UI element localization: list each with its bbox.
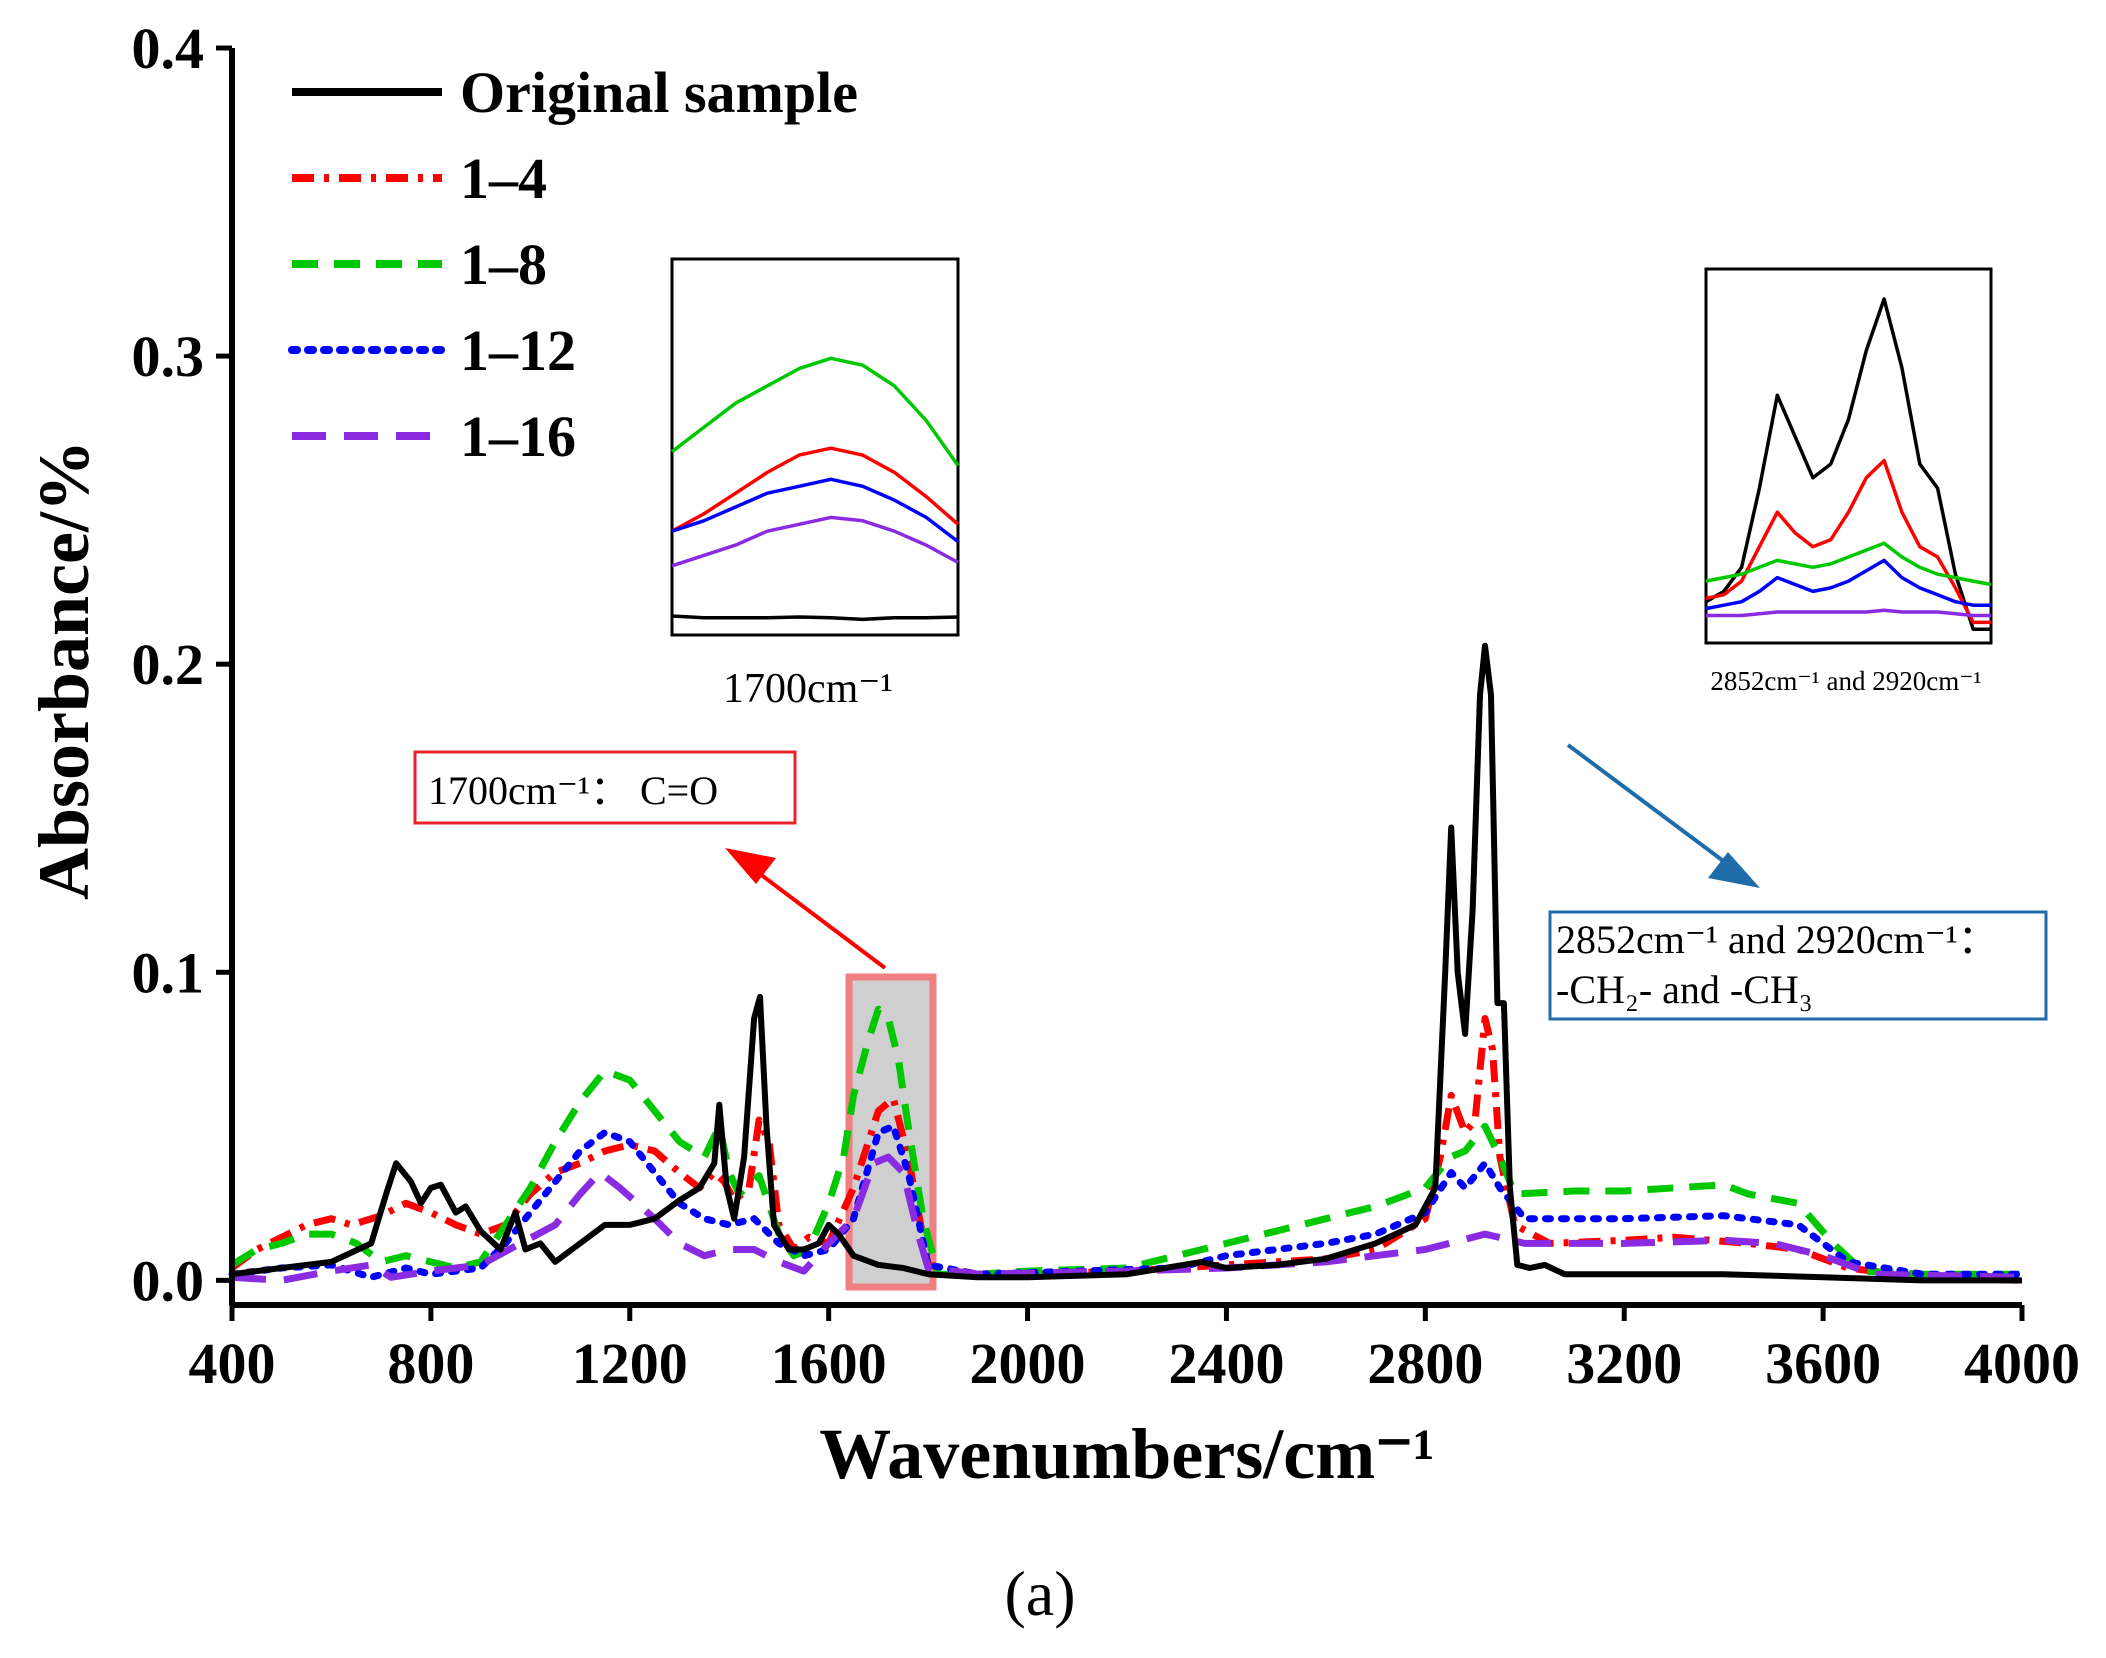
legend-label: Original sample — [460, 60, 858, 125]
y-tick-label: 0.2 — [132, 632, 205, 697]
inset-line — [1705, 541, 1992, 587]
inset-1700-lines — [670, 356, 960, 622]
y-tick-label: 0.0 — [132, 1248, 205, 1313]
annotation-ch-line2: -CH₂- and -CH₃ — [1556, 967, 1813, 1012]
legend-label: 1–8 — [460, 232, 547, 297]
y-tick-label: 0.1 — [132, 940, 205, 1005]
series-line-1-12 — [228, 1122, 2026, 1281]
x-axis-title: Wavenumbers/cm⁻¹ — [819, 1414, 1435, 1494]
inset-line — [671, 515, 959, 568]
x-tick-label: 2000 — [970, 1331, 1086, 1396]
x-tick-label: 2400 — [1168, 1331, 1284, 1396]
series-layer — [228, 642, 2026, 1284]
inset-line — [671, 614, 959, 622]
series-line-original-sample — [231, 642, 2022, 1284]
x-tick-label: 1200 — [572, 1331, 688, 1396]
inset-line — [671, 477, 960, 543]
inset-line — [1705, 558, 1991, 611]
x-tick-label: 2800 — [1367, 1331, 1483, 1396]
y-axis-title: Absorbance/% — [24, 440, 104, 900]
legend-label: 1–12 — [460, 318, 576, 383]
x-tick-label: 3200 — [1566, 1331, 1682, 1396]
x-tick-label: 4000 — [1964, 1331, 2080, 1396]
series-line-1-8 — [230, 1005, 2022, 1278]
inset-line — [1705, 297, 1991, 631]
annotation-ch-arrowhead — [1708, 852, 1760, 888]
inset-line — [1706, 608, 1991, 618]
annotation-co-text: 1700cm⁻¹： C=O — [428, 768, 718, 813]
inset-2852-2920-title: 2852cm⁻¹ and 2920cm⁻¹ — [1710, 666, 1981, 696]
legend-label: 1–4 — [460, 146, 547, 211]
inset-line — [671, 446, 960, 533]
inset-2852-2920-lines — [1705, 297, 1992, 631]
annotation-ch-line1: 2852cm⁻¹ and 2920cm⁻¹： — [1556, 917, 1998, 962]
inset-1700-title: 1700cm⁻¹ — [723, 666, 893, 712]
annotation-ch-box — [1548, 910, 2048, 1021]
x-tick-label: 3600 — [1765, 1331, 1881, 1396]
annotation-co-arrowhead — [725, 848, 776, 884]
inset-line — [670, 356, 960, 467]
x-tick-label: 400 — [189, 1331, 276, 1396]
y-tick-label: 0.4 — [132, 16, 205, 81]
annotation-co-box — [413, 750, 797, 825]
legend: Original sample 1–4 1–8 1–12 1–16 — [288, 60, 858, 469]
legend-label: 1–16 — [460, 404, 576, 469]
x-tick-label: 800 — [387, 1331, 474, 1396]
inset-line — [1705, 458, 1991, 625]
inset-2852-2920-frame — [1704, 267, 1993, 645]
y-tick-label: 0.3 — [132, 324, 205, 389]
panel-label: (a) — [1004, 1558, 1075, 1629]
annotation-co-arrow — [750, 866, 887, 970]
series-line-1-16 — [231, 1153, 2023, 1284]
inset-1700-frame — [670, 257, 960, 637]
annotation-ch-arrow — [1566, 743, 1732, 868]
x-tick-label: 1600 — [771, 1331, 887, 1396]
tick-layer: 400 800 1200 1600 2000 2400 2800 3200 3600 4000 0.… — [132, 16, 2081, 1396]
